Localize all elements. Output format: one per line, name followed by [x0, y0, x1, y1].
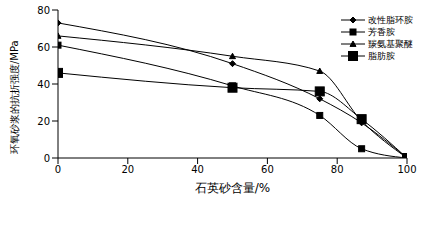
svg-text:80: 80: [37, 5, 50, 16]
svg-text:20: 20: [37, 116, 50, 127]
html-text:改性脂环胺: 改性脂环胺: [368, 15, 413, 25]
html-text:脂肪胺: 脂肪胺: [368, 51, 395, 61]
svg-text:0: 0: [44, 153, 50, 164]
html-text:羰氨基聚醚: 羰氨基聚醚: [368, 39, 413, 49]
svg-text:80: 80: [331, 164, 344, 175]
svg-text:60: 60: [37, 42, 50, 53]
svg-text:60: 60: [261, 164, 274, 175]
html-text:芳香胺: 芳香胺: [368, 27, 395, 37]
svg-text:环氧砂浆的抗折强度/MPa: 环氧砂浆的抗折强度/MPa: [9, 40, 20, 154]
svg-text:40: 40: [37, 79, 50, 90]
svg-text:20: 20: [121, 164, 134, 175]
svg-text:0: 0: [55, 164, 61, 175]
svg-text:40: 40: [191, 164, 204, 175]
svg-text:100: 100: [397, 164, 416, 175]
svg-text:石英砂含量/%: 石英砂含量/%: [195, 181, 270, 195]
